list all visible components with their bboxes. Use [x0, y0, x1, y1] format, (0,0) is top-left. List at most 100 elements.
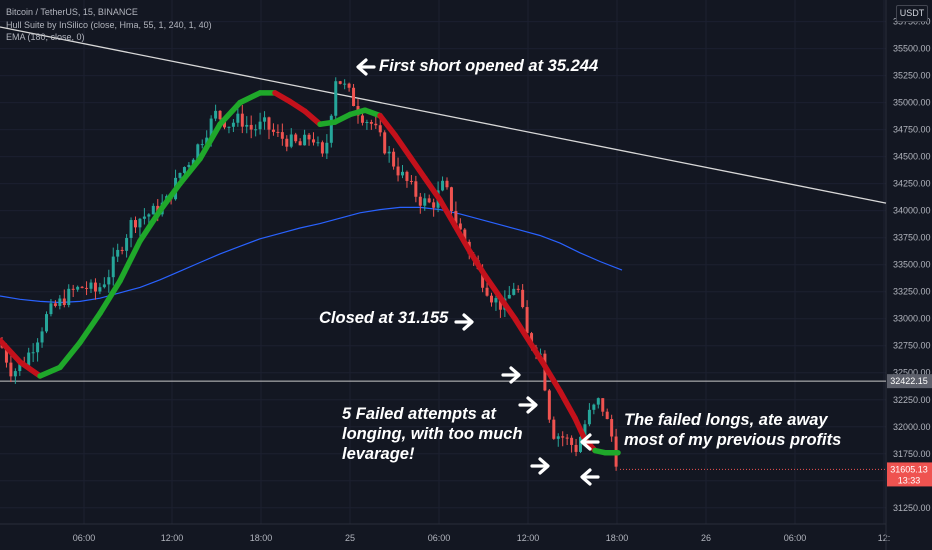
candle-body — [405, 171, 409, 181]
last-price-label-bg — [887, 462, 932, 487]
candle-body — [280, 132, 284, 139]
candle-body — [227, 126, 231, 128]
candle-body — [27, 352, 31, 366]
candle-body — [303, 134, 307, 146]
arrow-head — [462, 313, 474, 331]
y-tick-label: 34250.00 — [893, 179, 931, 189]
candle-body — [263, 117, 267, 122]
hull-segment — [287, 98, 308, 115]
candle-body — [102, 284, 106, 288]
y-tick-label: 31750.00 — [893, 449, 931, 459]
x-tick-label: 06:00 — [784, 533, 807, 543]
horizontal-line-label: 32422.15 — [890, 376, 928, 386]
candle-body — [445, 180, 449, 188]
hull-segment — [542, 363, 563, 394]
hull-segment — [57, 339, 83, 371]
hull-segment — [527, 339, 548, 370]
hull-segment — [117, 238, 143, 284]
candle-body — [374, 123, 378, 126]
hull-band — [0, 90, 621, 456]
candle-body — [254, 129, 258, 131]
candle-body — [352, 87, 356, 107]
candle-body — [191, 159, 195, 165]
ema-line — [0, 206, 623, 304]
legend-ema[interactable]: EMA (180, close, 0) — [6, 32, 85, 42]
hull-segment — [557, 388, 578, 421]
candle-body — [62, 298, 66, 306]
arrow-head — [580, 468, 592, 486]
arrow-left-icon — [356, 58, 376, 76]
candle-body — [45, 314, 48, 332]
legend-symbol[interactable]: Bitcoin / TetherUS, 15, BINANCE — [6, 7, 138, 17]
candle-body — [209, 118, 213, 138]
annotation-longs-2: most of my previous profits — [624, 431, 842, 449]
candle-body — [392, 151, 396, 167]
y-tick-label: 33250.00 — [893, 287, 931, 297]
candle-body — [565, 437, 569, 439]
hull-segment — [217, 99, 243, 127]
candle-body — [231, 122, 235, 127]
candle-body — [147, 214, 151, 217]
annotation-short: First short opened at 35.244 — [379, 57, 599, 75]
candle-body — [67, 288, 71, 306]
hull-segment — [0, 337, 23, 365]
candle-body — [507, 294, 511, 299]
candle-body — [338, 81, 342, 84]
hull-segment — [237, 90, 263, 106]
candle-body — [298, 141, 302, 146]
candle-body — [325, 142, 329, 154]
hull-segment — [422, 175, 443, 203]
hull-segment — [137, 207, 163, 244]
candle-body — [151, 205, 155, 215]
candle-body — [601, 398, 605, 412]
candle-body — [579, 436, 582, 452]
candle-body — [587, 409, 591, 425]
candle-body — [49, 303, 53, 315]
arrow-right-icon — [501, 366, 521, 384]
candle-body — [347, 83, 351, 88]
candle-body — [360, 115, 364, 123]
candle-body — [320, 142, 324, 154]
candle-body — [13, 371, 17, 377]
candle-body — [289, 134, 293, 147]
candle-body — [583, 424, 587, 437]
x-tick-label: 12:00 — [161, 533, 184, 543]
y-tick-label: 32750.00 — [893, 341, 931, 351]
y-tick-label: 33500.00 — [893, 260, 931, 270]
y-tick-label: 31250.00 — [893, 503, 931, 513]
candle-body — [378, 125, 382, 133]
x-tick-label: 12:00 — [517, 533, 540, 543]
annotation-failed-2: longing, with too much — [342, 425, 523, 443]
candle-body — [31, 352, 35, 354]
arrow-head — [356, 58, 368, 76]
hull-segment — [157, 180, 183, 214]
hull-segment — [512, 315, 533, 346]
arrow-left-icon — [580, 433, 600, 451]
candle-body — [240, 113, 244, 127]
candle-body — [294, 134, 298, 142]
x-tick-label: 06:00 — [428, 533, 451, 543]
hull-segment — [272, 90, 293, 105]
arrow-right-icon — [530, 457, 550, 475]
candle-body — [107, 277, 111, 285]
candle-body — [334, 81, 338, 116]
x-tick-label: 26 — [701, 533, 711, 543]
x-tick-label: 12: — [878, 533, 891, 543]
candle-body — [267, 117, 271, 130]
candle-body — [4, 347, 8, 363]
currency-label[interactable]: USDT — [896, 5, 928, 22]
candle-body — [423, 198, 427, 206]
candle-body — [570, 437, 574, 445]
hull-segment — [407, 153, 428, 182]
hull-segment — [302, 108, 323, 127]
candle-body — [18, 363, 22, 372]
candle-body — [556, 436, 560, 439]
last-price-label: 31605.13 — [890, 464, 928, 474]
candle-body — [516, 288, 520, 290]
annotation-failed-1: 5 Failed attempts at — [342, 405, 497, 423]
candle-body — [574, 444, 578, 452]
legend-hull[interactable]: Hull Suite by InSilico (close, Hma, 55, … — [6, 19, 212, 30]
annotation-closed: Closed at 31.155 — [319, 309, 449, 327]
y-tick-label: 32250.00 — [893, 395, 931, 405]
